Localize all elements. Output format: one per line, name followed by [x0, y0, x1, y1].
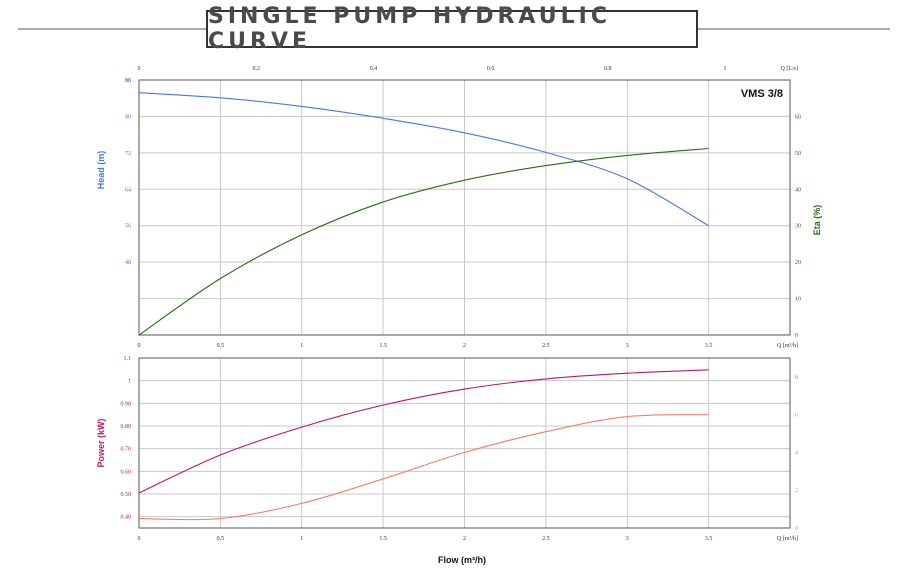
top-y2-tick-label: 30 — [795, 224, 801, 230]
bottom-y-tick-label: 0.60 — [121, 469, 132, 475]
npsh-curve — [138, 414, 709, 521]
top-x-tick-label: 2.5 — [542, 343, 550, 349]
bottom-plot-frame — [138, 357, 791, 529]
bottom-y-tick-label: 0.90 — [121, 401, 132, 407]
top-x2-axis-label: Q [L/s] — [781, 66, 799, 72]
top-y-tick-label: 88 — [125, 78, 131, 84]
power-curve — [138, 369, 709, 494]
bottom-x-tick-label: 1 — [300, 536, 303, 542]
bottom-y-tick-label: 0.70 — [121, 447, 132, 453]
top-x2-tick-label: 0.4 — [370, 66, 378, 72]
top-x-tick-label: 1.5 — [379, 343, 387, 349]
top-y2-tick-label: 50 — [795, 151, 801, 157]
top-x-tick-label: 3.5 — [705, 343, 713, 349]
top-y2-tick-label: 60 — [795, 114, 801, 120]
bottom-y2-tick-label: 0 — [795, 526, 798, 532]
bottom-x-tick-label: 3.5 — [705, 536, 713, 542]
bottom-y2-tick-label: 4 — [795, 450, 798, 456]
bottom-x-tick-label: 2 — [463, 536, 466, 542]
top-x-axis-label: Q [m³/h] — [777, 343, 798, 349]
bottom-x-tick-label: 0.5 — [217, 536, 225, 542]
top-y2-tick-label: 20 — [795, 260, 801, 266]
top-x2-tick-label: 0 — [138, 66, 141, 72]
bottom-y2-tick-label: 6 — [795, 413, 798, 419]
top-x-tick-label: 3 — [626, 343, 629, 349]
title-box: SINGLE PUMP HYDRAULIC CURVE — [206, 4, 698, 54]
model-label: VMS 3/8 — [741, 88, 783, 100]
top-y-tick-label: 48 — [125, 260, 131, 266]
bottom-panel: 0 0.5 1 1.5 2 2.5 3 3.5 0.40 0.50 0.60 0.70 0.80 0.90… — [96, 356, 798, 565]
top-y2-tick-label: 40 — [795, 187, 801, 193]
top-x2-tick-label: 0.2 — [252, 66, 260, 72]
top-panel: 0 0.5 1 1.5 2 2.5 3 3.5010203040506048566472808… — [96, 66, 822, 349]
bottom-y2-tick-label: 8 — [795, 375, 798, 381]
eta-curve — [138, 147, 709, 336]
top-x-tick-label: 0 — [138, 343, 141, 349]
top-y-tick-label: 72 — [125, 151, 131, 157]
top-y-tick-label: 64 — [125, 187, 131, 193]
bottom-y-tick-label: 1.1 — [124, 356, 132, 362]
top-y2-tick-label: 0 — [795, 333, 798, 339]
top-y-tick-label: 56 — [125, 224, 131, 230]
chart-title: SINGLE PUMP HYDRAULIC CURVE — [208, 4, 611, 54]
flow-axis-title: Flow (m³/h) — [438, 555, 486, 565]
top-y2-tick-label: 10 — [795, 297, 801, 303]
bottom-x-tick-label: 1.5 — [379, 536, 387, 542]
bottom-y-tick-label: 0.80 — [121, 424, 132, 430]
bottom-x-tick-label: 2.5 — [542, 536, 550, 542]
top-x-tick-label: 2 — [463, 343, 466, 349]
bottom-y2-tick-label: 2 — [795, 488, 798, 494]
top-x2-tick-label: 1 — [723, 66, 726, 72]
top-y-tick-label: 80 — [125, 114, 131, 120]
top-x2-tick-label: 0.6 — [487, 66, 495, 72]
eta-axis-title: Eta (%) — [812, 205, 822, 236]
bottom-y-tick-label: 1 — [128, 379, 131, 385]
top-x2-tick-label: 0.8 — [604, 66, 612, 72]
top-y-tick-label: 96 — [125, 78, 131, 84]
head-curve — [138, 92, 709, 227]
bottom-y-tick-label: 0.50 — [121, 492, 132, 498]
bottom-x-axis-label: Q [m³/h] — [777, 536, 798, 542]
top-x-tick-label: 0.5 — [217, 343, 225, 349]
top-x-tick-label: 1 — [300, 343, 303, 349]
head-axis-title: Head (m) — [96, 151, 106, 190]
power-axis-title: Power (kW) — [96, 418, 106, 467]
top-plot-frame — [138, 79, 791, 336]
bottom-x-tick-label: 3 — [626, 536, 629, 542]
bottom-y-tick-label: 0.40 — [121, 515, 132, 521]
bottom-x-tick-label: 0 — [138, 536, 141, 542]
